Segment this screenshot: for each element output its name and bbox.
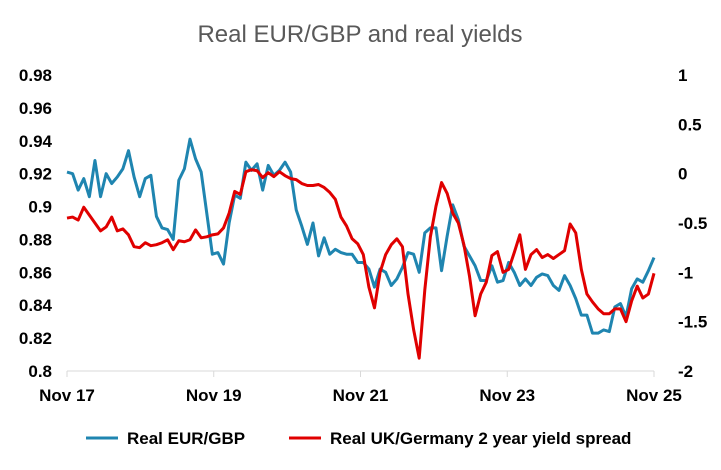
y-left-tick-label: 0.84 [19, 296, 53, 315]
y-left-tick-label: 0.88 [19, 230, 52, 249]
x-tick-label: Nov 25 [626, 386, 682, 405]
y-axis-right: -2 -1.5 -1 -0.5 0 0.5 1 [678, 66, 707, 381]
y-right-tick-label: -0.5 [678, 214, 707, 233]
x-axis: Nov 17 Nov 19 Nov 21 Nov 23 Nov 25 [39, 371, 682, 405]
x-tick-label: Nov 23 [479, 386, 535, 405]
y-right-tick-label: -1 [678, 263, 693, 282]
y-axis-left: 0.8 0.82 0.84 0.86 0.88 0.9 0.92 0.94 0.96 0.98 [19, 66, 53, 381]
y-left-tick-label: 0.98 [19, 66, 52, 85]
y-left-tick-label: 0.86 [19, 263, 52, 282]
y-left-tick-label: 0.8 [28, 362, 52, 381]
series-line-eur-gbp [66, 137, 656, 335]
series-line-yield-spread [66, 168, 656, 360]
y-left-tick-label: 0.94 [19, 132, 53, 151]
legend-label: Real UK/Germany 2 year yield spread [330, 429, 631, 448]
y-right-tick-label: -2 [678, 362, 693, 381]
y-right-tick-label: 0 [678, 165, 687, 184]
y-right-tick-label: -1.5 [678, 313, 707, 332]
x-tick-label: Nov 21 [333, 386, 389, 405]
legend: Real EUR/GBP Real UK/Germany 2 year yield… [86, 429, 631, 448]
y-right-tick-label: 0.5 [678, 115, 702, 134]
series-group [66, 137, 656, 360]
y-left-tick-label: 0.9 [28, 198, 52, 217]
y-left-tick-label: 0.92 [19, 165, 52, 184]
chart-title: Real EUR/GBP and real yields [197, 21, 522, 48]
y-right-tick-label: 1 [678, 66, 687, 85]
x-tick-label: Nov 19 [186, 386, 242, 405]
x-tick-label: Nov 17 [39, 386, 95, 405]
y-left-tick-label: 0.96 [19, 99, 52, 118]
legend-label: Real EUR/GBP [127, 429, 245, 448]
y-left-tick-label: 0.82 [19, 329, 52, 348]
